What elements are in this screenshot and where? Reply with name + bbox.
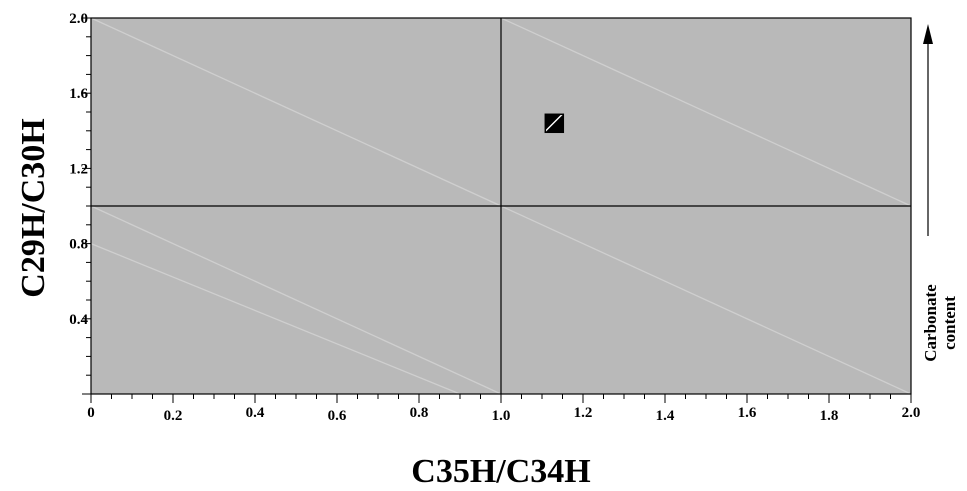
y-axis: 0.4 0.8 1.2 1.6 2.0 bbox=[69, 11, 91, 395]
x-tick-label: 1.6 bbox=[738, 405, 757, 421]
x-tick-label: 0.2 bbox=[164, 408, 183, 424]
marker-fill bbox=[545, 114, 564, 133]
reference-lines bbox=[91, 18, 911, 394]
y-tick-label: 0.8 bbox=[69, 237, 88, 253]
x-tick-label: 1.2 bbox=[574, 405, 593, 421]
x-tick-label: 1.8 bbox=[820, 408, 839, 424]
carbonate-arrow bbox=[923, 24, 933, 236]
data-point-0 bbox=[544, 113, 565, 134]
annotation-line-2: content bbox=[940, 296, 959, 350]
diagonal-line-0 bbox=[90, 17, 502, 207]
y-tick-label: 1.2 bbox=[69, 161, 88, 177]
y-tick-label: 0.4 bbox=[69, 312, 88, 328]
data-points bbox=[544, 113, 565, 134]
x-axis: 0 0.2 0.4 0.6 0.8 1.0 1.2 1.4 1.6 1.8 2.0 bbox=[87, 394, 920, 424]
marker-fill bbox=[545, 114, 562, 131]
diagonal-line-4 bbox=[500, 205, 912, 395]
x-tick-label: 1.0 bbox=[492, 408, 511, 424]
y-tick-label: 2.0 bbox=[69, 11, 88, 27]
y-axis-label: C29H/C30H bbox=[15, 118, 52, 297]
x-tick-label: 0.6 bbox=[328, 408, 347, 424]
annotation-line-1: Carbonate bbox=[921, 284, 940, 362]
diagonal-lines bbox=[90, 17, 912, 395]
x-tick-label: 2.0 bbox=[902, 405, 921, 421]
x-tick-label: 1.4 bbox=[656, 408, 675, 424]
x-tick-label: 0.8 bbox=[410, 405, 429, 421]
diagonal-line-3 bbox=[90, 242, 461, 395]
x-tick-label: 0.4 bbox=[246, 405, 265, 421]
x-tick-label: 0 bbox=[87, 405, 95, 421]
x-axis-label: C35H/C34H bbox=[411, 453, 590, 490]
diagonal-line-1 bbox=[500, 17, 912, 207]
y-tick-label: 1.6 bbox=[69, 86, 88, 102]
diagonal-line-2 bbox=[90, 205, 502, 395]
